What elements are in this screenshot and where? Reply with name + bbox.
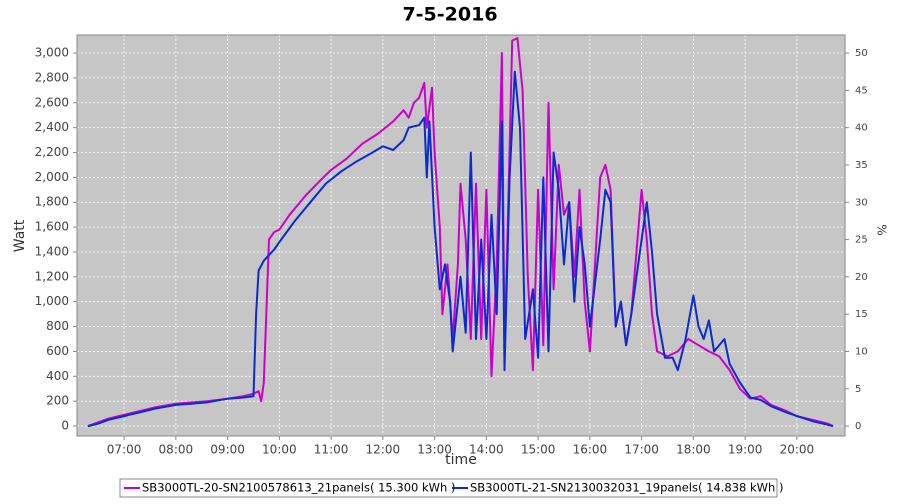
y-tick-label: 1,200 (35, 269, 69, 283)
x-tick-label: 09:00 (210, 443, 245, 457)
y2-tick-label: 40 (855, 123, 868, 134)
y-tick-label: 0 (61, 419, 69, 433)
y-tick-label: 800 (46, 319, 69, 333)
x-tick-label: 12:00 (366, 443, 401, 457)
y-tick-label: 1,000 (35, 294, 69, 308)
y2-tick-label: 35 (855, 160, 868, 171)
legend (119, 478, 778, 498)
x-tick-label: 18:00 (676, 443, 711, 457)
y-tick-label: 2,000 (35, 170, 69, 184)
x-tick-label: 20:00 (780, 443, 815, 457)
y-axis-label: Watt (12, 219, 28, 252)
plot-border (76, 34, 846, 437)
x-tick-label: 15:00 (521, 443, 556, 457)
x-tick-label: 10:00 (262, 443, 297, 457)
x-tick-label: 08:00 (159, 443, 194, 457)
y2-tick-label: 20 (855, 272, 868, 283)
y2-tick-label: 25 (855, 235, 868, 246)
y-tick-label: 1,600 (35, 220, 69, 234)
y-tick-label: 3,000 (35, 46, 69, 60)
y-tick-label: 600 (46, 344, 69, 358)
y2-tick-label: 45 (855, 85, 868, 96)
x-tick-label: 17:00 (624, 443, 659, 457)
y-tick-label: 2,400 (35, 120, 69, 134)
x-axis-label: time (445, 452, 477, 468)
legend-label: SB3000TL-21-SN2130032031_19panels( 14.83… (470, 481, 783, 495)
x-tick-label: 19:00 (728, 443, 763, 457)
y-tick-label: 2,600 (35, 95, 69, 109)
x-tick-label: 16:00 (573, 443, 608, 457)
series-line (87, 70, 834, 428)
y-tick-label: 2,200 (35, 145, 69, 159)
chart-title: 7-5-2016 (402, 4, 497, 26)
y-tick-label: 200 (46, 394, 69, 408)
legend-label: SB3000TL-20-SN2100578613_21panels( 15.30… (142, 481, 455, 495)
y-tick-label: 1,800 (35, 195, 69, 209)
y-tick-label: 2,800 (35, 70, 69, 84)
x-tick-label: 11:00 (314, 443, 349, 457)
x-tick-label: 13:00 (417, 443, 452, 457)
x-tick-label: 14:00 (469, 443, 504, 457)
y2-tick-label: 15 (855, 309, 868, 320)
y-tick-label: 400 (46, 369, 69, 383)
plot-area (77, 35, 845, 436)
x-tick-label: 07:00 (107, 443, 142, 457)
y2-tick-label: 50 (855, 48, 868, 59)
series-line (87, 37, 834, 428)
y-tick-label: 1,400 (35, 244, 69, 258)
y2-tick-label: 0 (855, 421, 861, 432)
y2-tick-label: 10 (855, 346, 868, 357)
y2-axis-label: % (875, 224, 889, 235)
y2-tick-label: 30 (855, 197, 868, 208)
y2-tick-label: 5 (855, 384, 861, 395)
